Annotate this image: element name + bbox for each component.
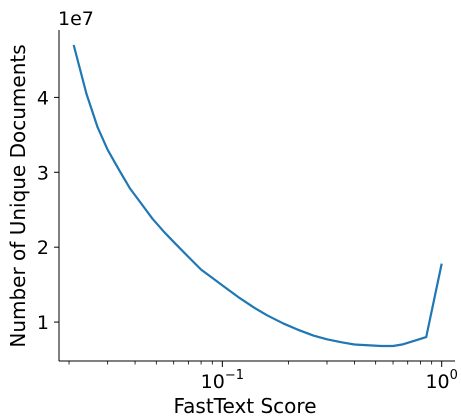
- y-tick-label: 2: [37, 237, 49, 259]
- axes: [58, 30, 455, 362]
- y-tick-label: 1: [37, 312, 49, 334]
- x-axis-label: FastText Score: [173, 394, 316, 418]
- series-line: [72, 44, 443, 348]
- y-tick-label: 3: [37, 162, 49, 184]
- y-ticks: 1 2 3 4: [37, 87, 59, 334]
- y-axis-label: Number of Unique Documents: [6, 44, 30, 347]
- x-ticks: 10−1 100: [201, 361, 458, 393]
- y-scale-label: 1e7: [58, 8, 94, 30]
- y-tick-label: 4: [37, 87, 49, 109]
- x-tick-label: 100: [425, 368, 457, 393]
- x-minor-ticks: [68, 361, 433, 365]
- x-tick-label: 10−1: [201, 368, 244, 393]
